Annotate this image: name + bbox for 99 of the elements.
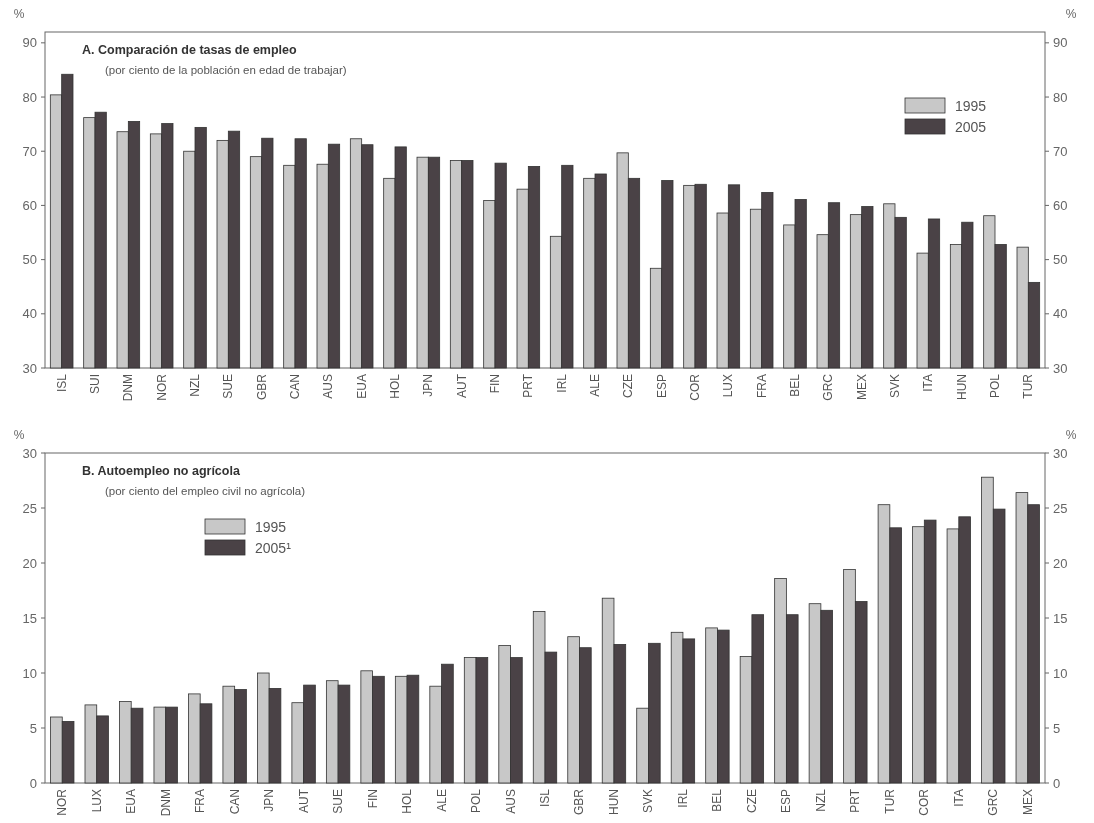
x-tick-label: IRL — [554, 373, 569, 393]
text: (por ciento del empleo civil no agrícola) — [105, 485, 306, 497]
y2-tick-label: 40 — [1053, 306, 1068, 322]
x-tick-label: SUE — [331, 789, 346, 814]
x-tick-label: ITA — [921, 374, 936, 392]
x-tick-label: MEX — [854, 374, 869, 401]
x-tick-label: SVK — [888, 374, 902, 399]
x-tick-label: ESP — [779, 789, 794, 814]
x-tick-label: COR — [917, 788, 932, 816]
x-tick-label: AUS — [503, 789, 518, 814]
y-axis-title: % — [13, 7, 25, 21]
x-tick-label: CAN — [227, 789, 242, 815]
y-tick-label: 15 — [22, 610, 37, 626]
x-tick-label: EUA — [124, 789, 139, 814]
x-tick-label: FRA — [193, 789, 208, 813]
y2-tick-label: 5 — [1053, 720, 1061, 736]
text: A. Comparación de tasas de empleo — [82, 43, 298, 57]
y2-tick-label: 30 — [1053, 445, 1068, 461]
y-tick-label: 25 — [22, 500, 37, 516]
x-tick-label: BEL — [710, 788, 725, 812]
x-tick-label: PRT — [521, 373, 536, 398]
x-tick-label: LUX — [721, 374, 736, 398]
x-tick-label: ALE — [434, 789, 449, 812]
x-tick-label: COR — [688, 373, 702, 401]
x-tick-label: GBR — [254, 373, 269, 401]
x-tick-label: JPN — [262, 789, 277, 812]
x-tick-label: AUT — [296, 788, 311, 813]
y2-tick-label: 70 — [1053, 143, 1068, 159]
y2-tick-label: 50 — [1053, 252, 1068, 268]
y2-tick-label: 10 — [1053, 665, 1068, 681]
x-tick-label: DNM — [158, 789, 173, 817]
y-tick-label: 10 — [22, 665, 37, 681]
x-tick-label: GRC — [821, 373, 836, 401]
x-tick-label: CZE — [744, 789, 759, 813]
x-tick-label: HOL — [400, 788, 415, 814]
x-tick-label: FRA — [754, 374, 769, 398]
legend-label: 2005 — [955, 118, 987, 135]
x-tick-label: SVK — [641, 789, 656, 814]
y-tick-label: 5 — [29, 720, 37, 736]
y-tick-label: 60 — [22, 197, 37, 213]
x-tick-label: NOR — [154, 373, 169, 401]
y-tick-label: 80 — [22, 89, 37, 105]
text: (por ciento de la población en edad de trabajar) — [105, 64, 347, 76]
x-tick-label: BEL — [788, 373, 802, 397]
x-tick-label: NZL — [188, 373, 202, 397]
legend-label: 1995 — [255, 518, 287, 535]
x-tick-label: MEX — [1020, 789, 1035, 816]
x-tick-label: CZE — [621, 374, 636, 398]
x-tick-label: NOR — [55, 788, 70, 816]
x-tick-label: CAN — [288, 374, 302, 400]
y2-tick-label: 90 — [1053, 35, 1068, 51]
y-tick-label: 90 — [22, 35, 37, 51]
y-tick-label: 70 — [22, 143, 37, 159]
x-tick-label: AUS — [321, 374, 336, 399]
y-tick-label: 30 — [22, 360, 37, 376]
x-tick-label: PRT — [848, 788, 863, 813]
y2-tick-label: 20 — [1053, 555, 1068, 571]
y2-tick-label: 25 — [1053, 500, 1068, 516]
y-axis-title: % — [13, 428, 25, 442]
x-tick-label: POL — [469, 788, 484, 814]
x-tick-label: ITA — [951, 789, 966, 807]
text: B. Autoempleo no agrícola — [82, 464, 241, 478]
x-tick-label: NZL — [813, 788, 828, 812]
y2-tick-label: 0 — [1053, 775, 1061, 791]
y2-tick-label: 30 — [1053, 360, 1068, 376]
y2-axis-title: % — [1065, 428, 1077, 442]
x-tick-label: GBR — [572, 788, 587, 816]
y-tick-label: 50 — [22, 252, 37, 268]
y-tick-label: 30 — [22, 445, 37, 461]
x-tick-label: POL — [988, 373, 1002, 399]
y2-tick-label: 15 — [1053, 610, 1068, 626]
x-tick-label: EUA — [354, 374, 369, 399]
x-tick-label: FIN — [488, 374, 502, 394]
x-tick-label: HUN — [606, 789, 621, 815]
x-tick-label: AUT — [454, 373, 469, 398]
y2-tick-label: 80 — [1053, 89, 1068, 105]
x-tick-label: GRC — [986, 788, 1001, 816]
x-tick-label: TUR — [1021, 373, 1036, 399]
x-tick-label: SUE — [221, 374, 236, 399]
legend-label: 1995 — [955, 97, 987, 114]
y2-axis-title: % — [1065, 7, 1077, 21]
y-tick-label: 20 — [22, 555, 37, 571]
x-tick-label: ISL — [54, 373, 69, 393]
x-tick-label: JPN — [421, 374, 436, 397]
x-tick-label: HOL — [388, 373, 402, 399]
y-tick-label: 0 — [29, 775, 37, 791]
x-tick-label: DNM — [121, 374, 136, 402]
x-tick-label: ISL — [538, 788, 552, 808]
x-tick-label: LUX — [89, 789, 104, 813]
y-tick-label: 40 — [22, 306, 37, 322]
x-tick-label: ESP — [654, 374, 669, 399]
x-tick-label: IRL — [675, 788, 690, 808]
x-tick-label: HUN — [954, 374, 969, 400]
x-tick-label: ALE — [588, 374, 602, 397]
y2-tick-label: 60 — [1053, 197, 1068, 213]
x-tick-label: FIN — [365, 789, 380, 809]
x-tick-label: TUR — [882, 788, 897, 814]
legend-label: 2005¹ — [255, 539, 292, 556]
x-tick-label: SUI — [88, 374, 102, 395]
